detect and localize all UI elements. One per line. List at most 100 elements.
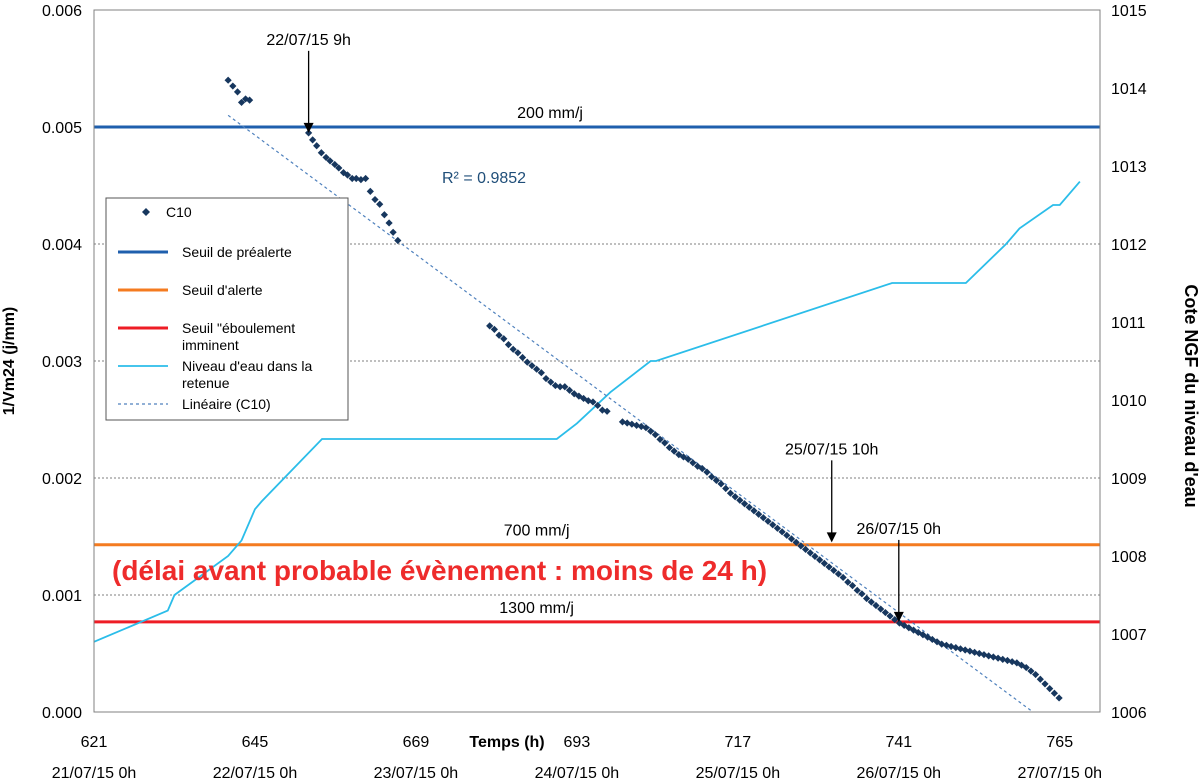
x-tick-label: 717: [724, 734, 751, 751]
c10-point: [1027, 667, 1035, 675]
c10-point: [679, 453, 688, 461]
c10-point: [542, 374, 550, 383]
c10-point: [656, 435, 664, 443]
y2-tick-label: 1014: [1111, 81, 1147, 98]
left-axis-tick-labels: 0.000 0.001 0.002 0.003 0.004 0.005 0.006: [42, 3, 82, 722]
c10-point: [1013, 659, 1021, 667]
x-axis-tick-labels: 621 21/07/15 0h 645 22/07/15 0h 669 23/07/15 …: [52, 734, 1102, 782]
c10-point: [863, 594, 871, 603]
c10-point: [839, 573, 847, 582]
threshold-label: 700 mm/j: [504, 523, 570, 540]
c10-point: [684, 455, 692, 463]
c10-point: [731, 493, 739, 501]
c10-point: [933, 638, 941, 646]
c10-point: [726, 489, 735, 497]
x-axis-title: Temps (h): [469, 734, 544, 751]
c10-point: [947, 642, 955, 651]
c10-point: [848, 582, 857, 590]
c10-point: [245, 96, 254, 104]
c10-point: [778, 528, 786, 536]
c10-point: [1032, 670, 1040, 679]
c10-point: [844, 578, 852, 586]
legend-label: Seuil d'alerte: [182, 282, 263, 298]
legend: C10 Seuil de préalerte Seuil d'alerte Seuil…: [105, 197, 349, 421]
c10-point: [900, 621, 908, 630]
c10-point: [575, 392, 583, 400]
c10-point: [523, 358, 531, 366]
c10-point: [985, 652, 993, 660]
x-tick-label: 765: [1046, 734, 1073, 751]
arrow-head: [893, 611, 904, 622]
c10-point: [623, 419, 631, 427]
c10-point: [994, 654, 1002, 662]
y-tick-label: 0.003: [42, 354, 82, 371]
legend-marker: [142, 208, 150, 216]
x-tick-date: 23/07/15 0h: [374, 765, 459, 782]
arrow-head: [826, 532, 837, 543]
c10-point: [632, 421, 641, 429]
c10-point: [665, 443, 674, 452]
c10-point: [895, 619, 904, 627]
c10-point: [694, 462, 702, 470]
c10-point: [371, 195, 379, 204]
legend-box: [105, 197, 349, 421]
c10-point: [722, 484, 730, 493]
c10-point: [651, 431, 659, 439]
c10-point: [603, 407, 611, 415]
c10-point: [326, 157, 334, 165]
x-tick-label: 693: [564, 734, 591, 751]
c10-point: [556, 383, 564, 391]
c10-point: [1022, 663, 1030, 672]
x-tick-label: 645: [242, 734, 269, 751]
c10-point: [853, 586, 861, 594]
water-level-line: [93, 181, 1081, 643]
c10-point: [670, 447, 678, 455]
y2-tick-label: 1006: [1111, 705, 1147, 722]
c10-point: [1041, 680, 1049, 688]
c10-point: [331, 160, 339, 169]
c10-point: [343, 171, 352, 179]
c10-point: [362, 174, 370, 183]
y2-tick-label: 1008: [1111, 549, 1147, 566]
c10-point: [820, 559, 828, 568]
c10-point: [816, 556, 824, 564]
c10-point: [1046, 685, 1054, 693]
c10-point: [834, 570, 843, 578]
c10-point: [229, 82, 237, 90]
c10-point: [970, 648, 979, 656]
c10-point: [237, 98, 246, 107]
c10-point: [514, 349, 522, 357]
c10-point: [764, 517, 772, 525]
c10-point: [1036, 675, 1044, 683]
c10-point: [952, 644, 960, 652]
c10-point: [224, 76, 232, 84]
c10-point: [500, 335, 508, 343]
c10-point: [376, 200, 384, 208]
c10-point: [858, 590, 866, 598]
x-tick-label: 669: [403, 734, 430, 751]
c10-point: [759, 514, 767, 522]
c10-point: [309, 136, 317, 144]
c10-point: [509, 345, 517, 353]
x-tick-label: 741: [885, 734, 912, 751]
c10-point: [792, 538, 800, 546]
arrow-label: 22/07/15 9h: [266, 32, 351, 49]
c10-point: [233, 88, 242, 96]
x-tick-date: 26/07/15 0h: [857, 765, 942, 782]
c10-point: [708, 473, 716, 481]
c10-point: [335, 164, 343, 172]
c10-point: [750, 507, 758, 515]
c10-point: [380, 211, 388, 219]
c10-point: [966, 647, 974, 655]
threshold-label: 1300 mm/j: [499, 600, 574, 617]
c10-point: [385, 219, 393, 227]
y2-tick-label: 1011: [1111, 315, 1146, 332]
r-squared-label: R² = 0.9852: [442, 170, 526, 187]
c10-point: [867, 598, 875, 606]
c10-point: [891, 615, 899, 624]
legend-label: Seuil de préalerte: [182, 244, 292, 260]
c10-point: [811, 552, 819, 560]
c10-point: [528, 362, 536, 370]
c10-point: [806, 549, 814, 557]
